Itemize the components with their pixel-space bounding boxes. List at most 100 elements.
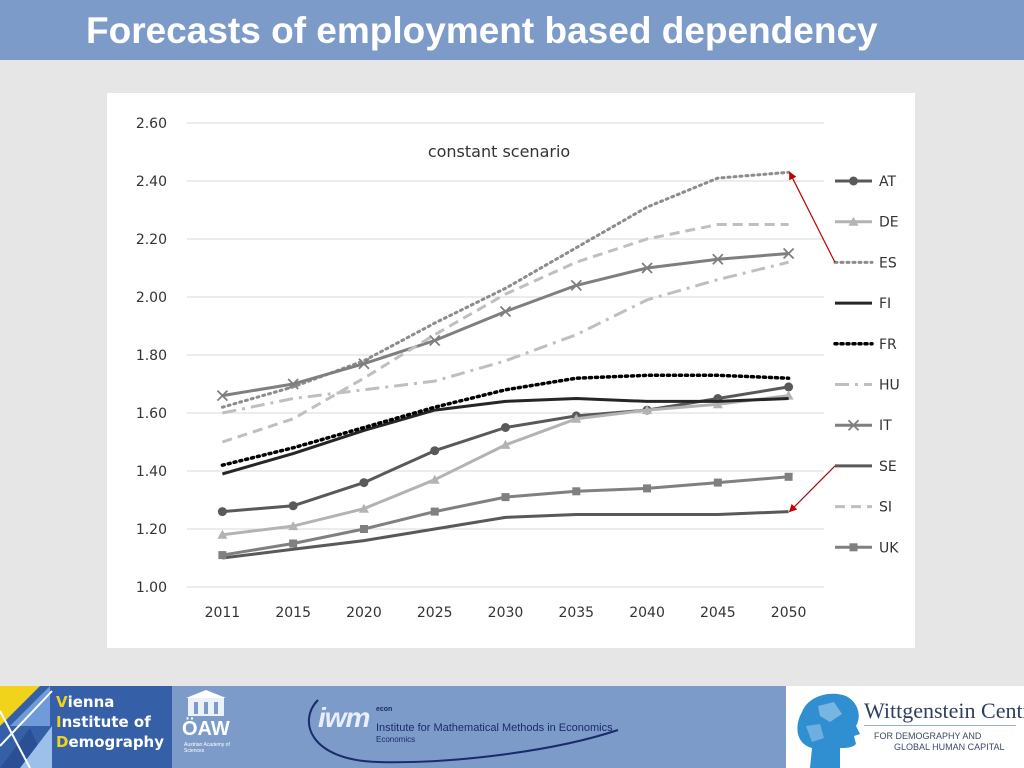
series-layer [216, 170, 795, 560]
wittgenstein-centre-logo[interactable]: Wittgenstein Centre FOR DEMOGRAPHY AND G… [788, 686, 1024, 768]
data-point [216, 389, 229, 402]
data-point [642, 405, 653, 415]
data-point [289, 539, 298, 548]
legend-item-es: ES [833, 255, 897, 271]
y-tick-label: 1.60 [136, 406, 167, 422]
x-tick-label: 2020 [346, 605, 382, 621]
data-point [430, 507, 439, 516]
y-tick-label: 1.40 [136, 464, 167, 480]
series-it [216, 247, 795, 402]
data-point [713, 478, 722, 487]
oaw-logo[interactable]: ÖAW Austrian Academy of Sciences [176, 688, 238, 766]
legend-label: SE [879, 459, 897, 475]
series-line-es [220, 170, 791, 409]
legend-marker [847, 419, 860, 431]
data-point [359, 478, 369, 488]
y-tick-label: 1.00 [136, 580, 167, 596]
legend-marker [848, 216, 859, 226]
footer: Vienna Institute of Demography ÖAW Austr… [0, 686, 1024, 768]
legend-label: FR [879, 337, 897, 353]
legend-item-hu: HU [835, 378, 900, 394]
legend-label: HU [879, 378, 900, 394]
legend-item-it: IT [835, 418, 892, 434]
vienna-institute-logo[interactable]: Vienna Institute of Demography [0, 686, 172, 768]
y-tick-label: 1.20 [136, 522, 167, 538]
legend-item-fi: FI [835, 296, 891, 312]
data-point [570, 279, 582, 292]
x-tick-label: 2040 [629, 605, 665, 621]
data-point [287, 378, 299, 390]
data-point [358, 503, 369, 513]
legend-label: ES [879, 255, 897, 271]
y-tick-label: 2.40 [136, 174, 167, 190]
data-point [429, 474, 440, 484]
data-point [430, 446, 440, 456]
wc-title: Wittgenstein Centre [864, 698, 1024, 723]
wc-divider [864, 725, 1016, 726]
series-fi [221, 397, 789, 476]
legend-label: AT [879, 174, 896, 190]
series-uk [218, 472, 793, 560]
data-point [217, 529, 228, 539]
legend-marker [849, 176, 858, 186]
series-se [222, 510, 789, 560]
data-point [571, 413, 582, 423]
data-point [782, 247, 795, 260]
line-chart: 1.00 1.20 1.40 1.60 1.80 2.00 2.20 2.40 2.60 2011… [136, 116, 900, 621]
wc-subtitle-line1: FOR DEMOGRAPHY AND [874, 731, 982, 741]
data-point [501, 423, 510, 432]
x-tick-label: 2030 [488, 605, 524, 621]
data-point [712, 399, 723, 409]
annotation-layer [788, 171, 836, 513]
y-tick-label: 1.80 [136, 348, 167, 364]
x-tick-label: 2011 [205, 605, 241, 621]
legend: AT DE ES FI FR HU IT SE SI UK [833, 174, 900, 556]
data-point [358, 358, 370, 370]
iwm-swoosh-icon [308, 699, 619, 764]
x-tick-label: 2015 [275, 605, 311, 621]
series-si [221, 223, 789, 444]
legend-label: FI [879, 296, 891, 312]
series-es [220, 170, 791, 409]
series-line-fi [221, 397, 789, 476]
data-point [499, 305, 512, 318]
legend-item-uk: UK [835, 540, 899, 556]
legend-label: UK [879, 540, 899, 556]
x-tick-label: 2050 [771, 605, 807, 621]
chart-panel: 1.00 1.20 1.40 1.60 1.80 2.00 2.20 2.40 2.60 2011… [107, 93, 915, 648]
series-line-fr [220, 373, 791, 467]
slide-title: Forecasts of employment based dependency [86, 10, 878, 51]
iwm-logo[interactable]: iwm econ Institute for Mathematical Meth… [298, 690, 758, 766]
data-point [712, 253, 724, 265]
x-tick-label: 2035 [558, 605, 594, 621]
data-point [643, 484, 652, 493]
y-tick-label: 2.60 [136, 116, 167, 132]
annotation-arrow-es [789, 171, 836, 263]
legend-item-si: SI [835, 500, 892, 516]
legend-item-de: DE [835, 215, 899, 231]
data-point [429, 334, 441, 347]
data-point [500, 439, 511, 449]
vid-pattern-icon [0, 686, 53, 768]
annotation-arrow-se [788, 465, 836, 513]
data-point [217, 507, 227, 517]
series-line-se [222, 510, 789, 560]
data-point [218, 551, 227, 560]
data-point [359, 525, 368, 533]
data-point [288, 521, 299, 531]
head-silhouette-icon [797, 693, 860, 768]
x-tick-label: 2045 [700, 605, 736, 621]
oaw-abbr: ÖAW [182, 718, 230, 740]
iwm-subtitle: Economics [376, 735, 416, 744]
data-point [501, 493, 510, 502]
legend-marker [849, 543, 858, 552]
data-point [288, 501, 298, 511]
y-tick-label: 2.20 [136, 232, 167, 248]
vid-logo-text: Vienna Institute of Demography [56, 693, 165, 751]
iwm-institute-name: Institute for Mathematical Methods in Ec… [376, 722, 613, 734]
y-tick-label: 2.00 [136, 290, 167, 306]
data-point [641, 262, 653, 274]
legend-label: SI [879, 500, 892, 516]
series-de [217, 390, 794, 539]
legend-item-at: AT [835, 174, 896, 190]
